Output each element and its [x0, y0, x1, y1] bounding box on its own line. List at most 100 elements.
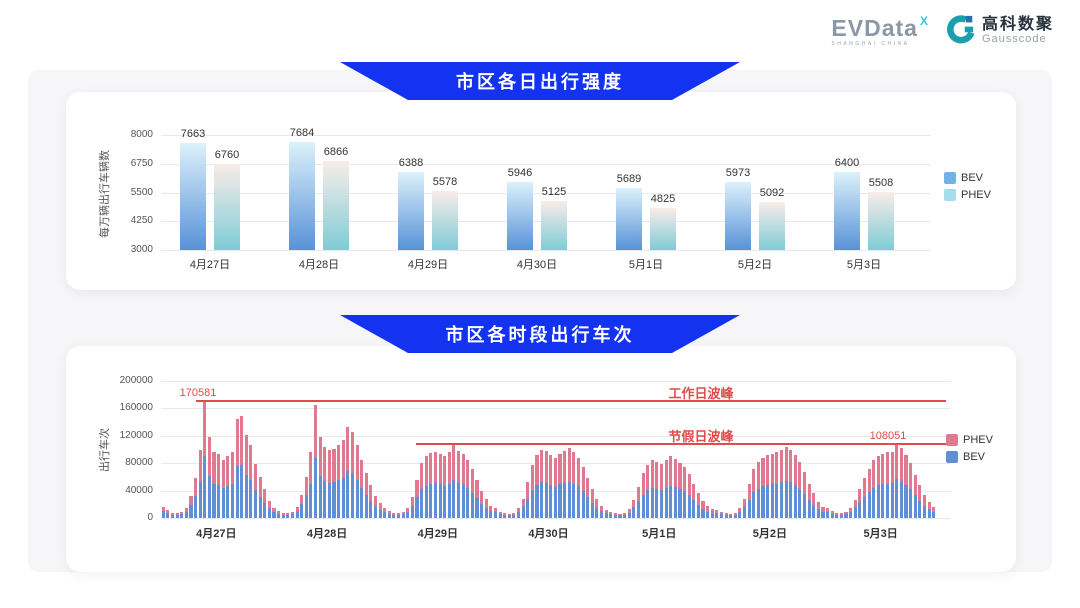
stack-bar-bev[interactable] [410, 505, 414, 518]
stack-bar-phev[interactable] [429, 452, 433, 484]
stack-bar-phev[interactable] [632, 500, 636, 508]
stack-bar-phev[interactable] [756, 461, 760, 489]
stack-bar-phev[interactable] [383, 507, 387, 512]
stack-bar-bev[interactable] [540, 482, 544, 518]
stack-bar-phev[interactable] [540, 449, 544, 483]
stack-bar-bev[interactable] [350, 473, 354, 518]
stack-bar-bev[interactable] [424, 485, 428, 518]
stack-bar-phev[interactable] [895, 443, 899, 479]
bar-bev[interactable] [616, 188, 642, 250]
stack-bar-bev[interactable] [230, 483, 235, 518]
stack-bar-phev[interactable] [277, 511, 281, 514]
stack-bar-bev[interactable] [812, 504, 816, 518]
stack-bar-phev[interactable] [581, 466, 585, 492]
stack-bar-phev[interactable] [346, 426, 350, 471]
stack-bar-phev[interactable] [807, 483, 811, 501]
stack-bar-phev[interactable] [595, 498, 599, 508]
stack-bar-phev[interactable] [433, 451, 438, 484]
stack-bar-bev[interactable] [853, 507, 857, 518]
stack-bar-bev[interactable] [364, 494, 368, 518]
bar-phev[interactable] [868, 192, 894, 250]
stack-bar-phev[interactable] [198, 449, 202, 483]
stack-bar-phev[interactable] [420, 463, 424, 490]
stack-bar-phev[interactable] [203, 401, 207, 456]
stack-bar-bev[interactable] [895, 478, 899, 518]
stack-bar-phev[interactable] [715, 509, 719, 513]
stack-bar-bev[interactable] [715, 512, 719, 518]
stack-bar-bev[interactable] [544, 483, 548, 518]
stack-bar-bev[interactable] [373, 506, 378, 518]
stack-bar-bev[interactable] [729, 515, 733, 518]
stack-bar-phev[interactable] [687, 474, 691, 496]
stack-bar-bev[interactable] [609, 514, 613, 518]
stack-bar-bev[interactable] [443, 485, 447, 518]
stack-bar-bev[interactable] [516, 512, 521, 518]
stack-bar-bev[interactable] [369, 500, 373, 518]
stack-bar-phev[interactable] [226, 456, 230, 486]
stack-bar-phev[interactable] [586, 478, 590, 498]
stack-bar-bev[interactable] [503, 515, 507, 518]
stack-bar-phev[interactable] [909, 463, 913, 490]
stack-bar-bev[interactable] [221, 487, 225, 518]
stack-bar-bev[interactable] [184, 511, 188, 518]
stack-bar-phev[interactable] [401, 511, 405, 515]
stack-bar-phev[interactable] [244, 435, 248, 475]
bar-phev[interactable] [759, 201, 785, 250]
stack-bar-bev[interactable] [802, 494, 807, 518]
stack-bar-bev[interactable] [295, 511, 299, 518]
stack-bar-phev[interactable] [286, 513, 290, 515]
stack-bar-bev[interactable] [890, 483, 894, 518]
stack-bar-bev[interactable] [507, 515, 511, 518]
stack-bar-phev[interactable] [706, 506, 710, 512]
stack-bar-bev[interactable] [318, 475, 322, 518]
stack-bar-bev[interactable] [254, 489, 258, 518]
stack-bar-phev[interactable] [590, 489, 594, 503]
stack-bar-phev[interactable] [290, 511, 294, 515]
stack-bar-bev[interactable] [397, 514, 401, 518]
stack-bar-phev[interactable] [844, 511, 848, 515]
stack-bar-bev[interactable] [641, 494, 645, 518]
legend-item-bev[interactable]: BEV [946, 451, 993, 463]
stack-bar-phev[interactable] [300, 494, 304, 505]
stack-bar-phev[interactable] [816, 501, 820, 510]
stack-bar-phev[interactable] [180, 511, 184, 515]
stack-bar-bev[interactable] [664, 487, 668, 518]
stack-bar-phev[interactable] [650, 460, 654, 488]
stack-bar-bev[interactable] [420, 489, 424, 518]
stack-bar-phev[interactable] [572, 452, 576, 484]
stack-bar-bev[interactable] [346, 470, 350, 518]
stack-bar-phev[interactable] [886, 452, 890, 484]
stack-bar-phev[interactable] [397, 513, 401, 515]
stack-bar-bev[interactable] [793, 485, 797, 518]
stack-bar-bev[interactable] [881, 484, 885, 518]
stack-bar-bev[interactable] [240, 464, 244, 518]
stack-bar-bev[interactable] [401, 514, 405, 518]
stack-bar-bev[interactable] [747, 499, 751, 518]
stack-bar-phev[interactable] [793, 454, 797, 486]
stack-bar-phev[interactable] [641, 473, 645, 495]
stack-bar-phev[interactable] [489, 505, 493, 512]
stack-bar-phev[interactable] [636, 487, 640, 502]
stack-bar-phev[interactable] [646, 464, 650, 490]
stack-bar-phev[interactable] [166, 510, 170, 514]
stack-bar-bev[interactable] [272, 511, 276, 518]
stack-bar-bev[interactable] [821, 511, 825, 518]
stack-bar-bev[interactable] [576, 486, 581, 518]
stack-bar-phev[interactable] [516, 508, 521, 513]
stack-bar-phev[interactable] [530, 464, 534, 490]
stack-bar-phev[interactable] [576, 457, 581, 487]
stack-bar-phev[interactable] [313, 404, 318, 458]
stack-bar-bev[interactable] [766, 485, 770, 518]
stack-bar-bev[interactable] [521, 506, 525, 518]
stack-bar-bev[interactable] [904, 485, 908, 518]
stack-bar-phev[interactable] [719, 511, 724, 515]
stack-bar-phev[interactable] [904, 454, 908, 486]
stack-bar-phev[interactable] [194, 478, 198, 497]
stack-bar-bev[interactable] [826, 512, 830, 518]
stack-bar-bev[interactable] [267, 508, 271, 518]
stack-bar-bev[interactable] [327, 483, 331, 518]
stack-bar-bev[interactable] [549, 485, 553, 518]
stack-bar-bev[interactable] [286, 514, 290, 518]
stack-bar-phev[interactable] [701, 500, 705, 510]
stack-bar-phev[interactable] [876, 455, 880, 486]
